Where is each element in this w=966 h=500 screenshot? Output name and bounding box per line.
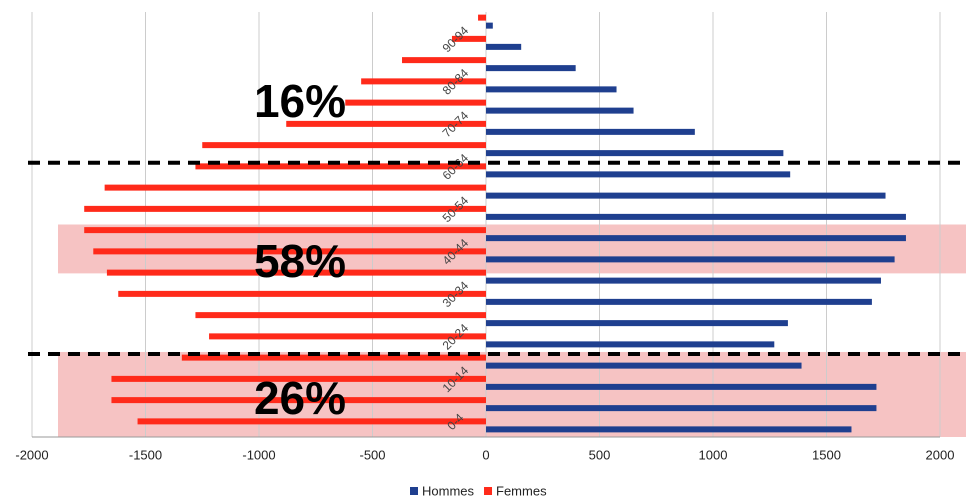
- bar: [486, 192, 886, 199]
- x-tick-label: -500: [359, 447, 385, 462]
- bar: [486, 171, 791, 178]
- bar: [451, 35, 486, 42]
- legend-label: Femmes: [496, 483, 547, 498]
- bar: [202, 142, 486, 149]
- bar: [486, 128, 695, 135]
- bar: [486, 320, 788, 327]
- legend-label: Hommes: [422, 483, 475, 498]
- bar: [195, 163, 486, 170]
- bar: [84, 227, 487, 234]
- bar: [402, 57, 486, 64]
- bar: [486, 362, 802, 369]
- bar: [111, 375, 486, 382]
- x-tick-label: 2000: [926, 447, 955, 462]
- bar: [181, 354, 486, 361]
- x-tick-label: 500: [589, 447, 611, 462]
- bar: [478, 14, 486, 21]
- bar: [486, 43, 522, 50]
- bar: [486, 22, 493, 29]
- bar: [486, 65, 576, 72]
- bar: [137, 418, 486, 425]
- annotation: 16%: [254, 75, 346, 127]
- bar: [486, 86, 617, 93]
- x-tick-label: 1000: [699, 447, 728, 462]
- bar: [486, 235, 906, 242]
- x-tick-label: -1000: [242, 447, 275, 462]
- x-tick-label: -2000: [15, 447, 48, 462]
- bar: [486, 213, 906, 220]
- annotation: 58%: [254, 235, 346, 287]
- bar: [93, 248, 486, 255]
- bar: [209, 333, 486, 340]
- bar: [345, 99, 486, 106]
- x-tick-label: 1500: [812, 447, 841, 462]
- bar: [104, 184, 486, 191]
- bar: [486, 256, 895, 263]
- bar: [486, 405, 877, 412]
- bar: [486, 426, 852, 433]
- bar: [486, 298, 872, 305]
- x-tick-label: 0: [482, 447, 489, 462]
- legend-swatch: [484, 487, 493, 495]
- bar: [486, 383, 877, 390]
- bar: [286, 120, 486, 127]
- legend-swatch: [410, 487, 418, 495]
- bar: [106, 269, 486, 276]
- x-tick-label: -1500: [129, 447, 162, 462]
- bar: [486, 341, 775, 348]
- bar: [111, 397, 486, 404]
- bar: [486, 277, 881, 284]
- bar: [195, 312, 486, 319]
- annotation: 26%: [254, 372, 346, 424]
- bar: [486, 150, 784, 157]
- bar: [361, 78, 486, 85]
- bar: [486, 107, 634, 114]
- bar: [84, 205, 487, 212]
- bar: [118, 290, 486, 297]
